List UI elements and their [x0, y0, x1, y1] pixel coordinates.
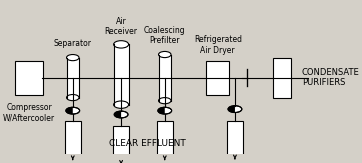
Ellipse shape: [159, 98, 171, 104]
Ellipse shape: [159, 52, 171, 58]
Text: CONDENSATE
PURIFIERS: CONDENSATE PURIFIERS: [302, 68, 360, 87]
Bar: [159, 55, 171, 101]
Bar: [114, 44, 129, 105]
Ellipse shape: [67, 55, 79, 61]
Text: CLEAR EFFLUENT: CLEAR EFFLUENT: [109, 139, 186, 148]
Ellipse shape: [114, 41, 129, 48]
Text: Refrigerated
Air Dryer: Refrigerated Air Dryer: [194, 35, 242, 55]
Wedge shape: [66, 107, 73, 114]
Bar: [15, 61, 43, 95]
Bar: [157, 121, 173, 157]
Circle shape: [228, 106, 242, 112]
Circle shape: [158, 107, 172, 114]
Text: Separator: Separator: [54, 39, 92, 48]
Text: Air
Receiver: Air Receiver: [105, 17, 138, 36]
Wedge shape: [158, 107, 165, 114]
Wedge shape: [114, 111, 121, 118]
Text: Coalescing
Prefilter: Coalescing Prefilter: [144, 26, 186, 45]
Bar: [67, 58, 79, 98]
Bar: [273, 58, 291, 98]
Ellipse shape: [67, 95, 79, 101]
Ellipse shape: [114, 101, 129, 108]
Bar: [227, 121, 243, 156]
Wedge shape: [228, 106, 235, 112]
Circle shape: [114, 111, 128, 118]
Bar: [206, 61, 230, 95]
Bar: [65, 121, 81, 157]
Circle shape: [66, 107, 80, 114]
Bar: [113, 126, 129, 161]
Text: Compressor
W/Aftercooler: Compressor W/Aftercooler: [3, 103, 55, 122]
